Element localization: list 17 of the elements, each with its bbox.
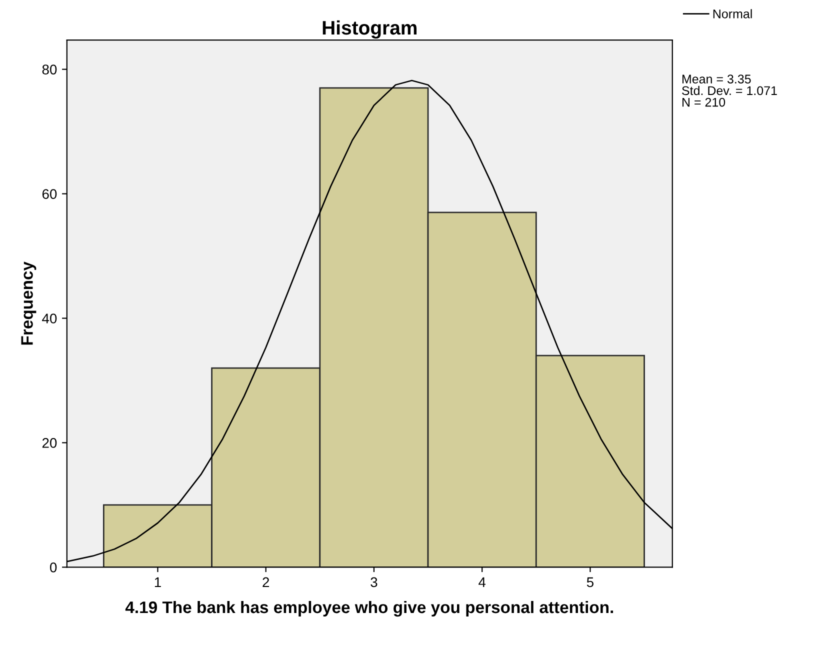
- legend-label: Normal: [713, 9, 752, 18]
- text: N = 210: [682, 98, 726, 107]
- text: Std. Dev. = 1.071: [682, 86, 777, 96]
- x-tick-label: 4: [478, 577, 486, 587]
- x-tick-label: 1: [154, 577, 161, 587]
- x-tick-label: 5: [586, 577, 594, 588]
- x-tick-label: 3: [370, 577, 378, 588]
- y-tick-label: 0: [50, 562, 57, 572]
- x-axis-title: 4.19 The bank has employee who give you personal attention.: [125, 600, 614, 617]
- y-tick-label: 20: [42, 438, 57, 448]
- y-tick-label: 80: [42, 64, 57, 74]
- chart-title: Histogram: [322, 20, 417, 39]
- y-axis-title: Frequency: [21, 262, 36, 345]
- y-tick-label: 40: [42, 314, 57, 324]
- x-tick-label: 2: [262, 577, 270, 587]
- text: Mean = 3.35: [682, 74, 751, 84]
- y-tick-label: 60: [42, 189, 57, 199]
